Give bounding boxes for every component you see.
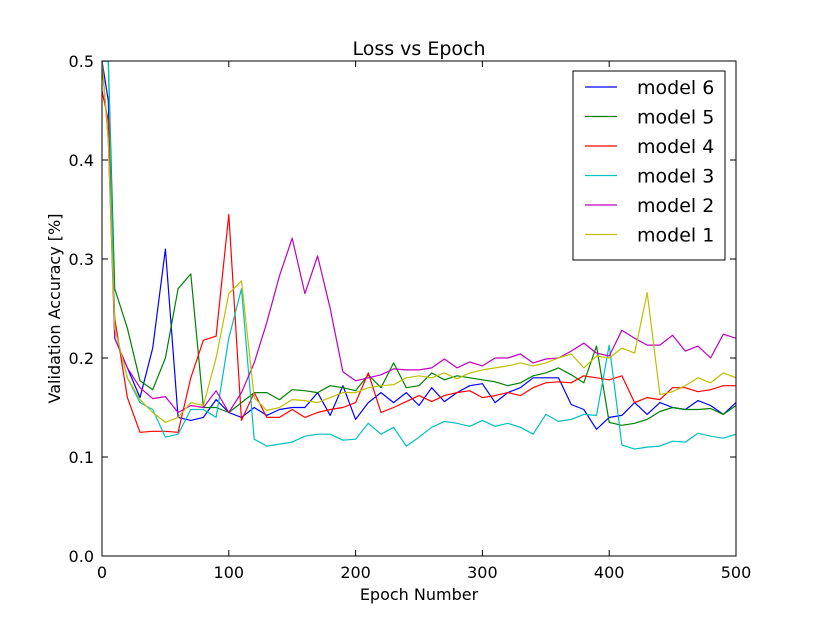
ticks-layer: 0 100 200 300 400 500 0.0 0.1 0.2 0.3 0.4 0.5 <box>69 52 752 582</box>
y-tick-label: 0.0 <box>69 547 94 566</box>
series-line-model-5 <box>102 61 736 426</box>
series-line-model-3 <box>102 61 736 450</box>
legend-label: model 4 <box>637 136 714 158</box>
x-tick-label: 200 <box>340 563 371 582</box>
series-line-model-1 <box>102 61 736 423</box>
y-axis-label: Validation Accuracy [%] <box>45 214 64 404</box>
legend-label: model 2 <box>637 195 714 217</box>
series-line-model-2 <box>102 61 736 414</box>
legend-label: model 3 <box>637 166 714 188</box>
y-tick-label: 0.1 <box>69 448 94 467</box>
y-tick-label: 0.2 <box>69 349 94 368</box>
legend-box <box>572 70 726 261</box>
series-line-model-4 <box>102 90 736 433</box>
legend-label: model 1 <box>637 225 714 247</box>
y-tick-label: 0.5 <box>69 52 94 71</box>
x-tick-label: 100 <box>214 563 245 582</box>
x-axis-label: Epoch Number <box>360 585 479 604</box>
legend-label: model 5 <box>637 107 714 129</box>
y-tick-label: 0.3 <box>69 250 94 269</box>
x-tick-label: 500 <box>721 563 752 582</box>
legend: model 6 model 5 model 4 model 3 model 2 model… <box>572 70 726 261</box>
x-tick-label: 300 <box>467 563 498 582</box>
x-tick-label: 400 <box>594 563 625 582</box>
plot-frame <box>101 60 737 557</box>
x-tick-label: 0 <box>97 563 107 582</box>
legend-label: model 6 <box>637 77 714 99</box>
series-layer <box>102 61 736 450</box>
chart-title: Loss vs Epoch <box>352 38 485 60</box>
y-tick-label: 0.4 <box>69 151 94 170</box>
